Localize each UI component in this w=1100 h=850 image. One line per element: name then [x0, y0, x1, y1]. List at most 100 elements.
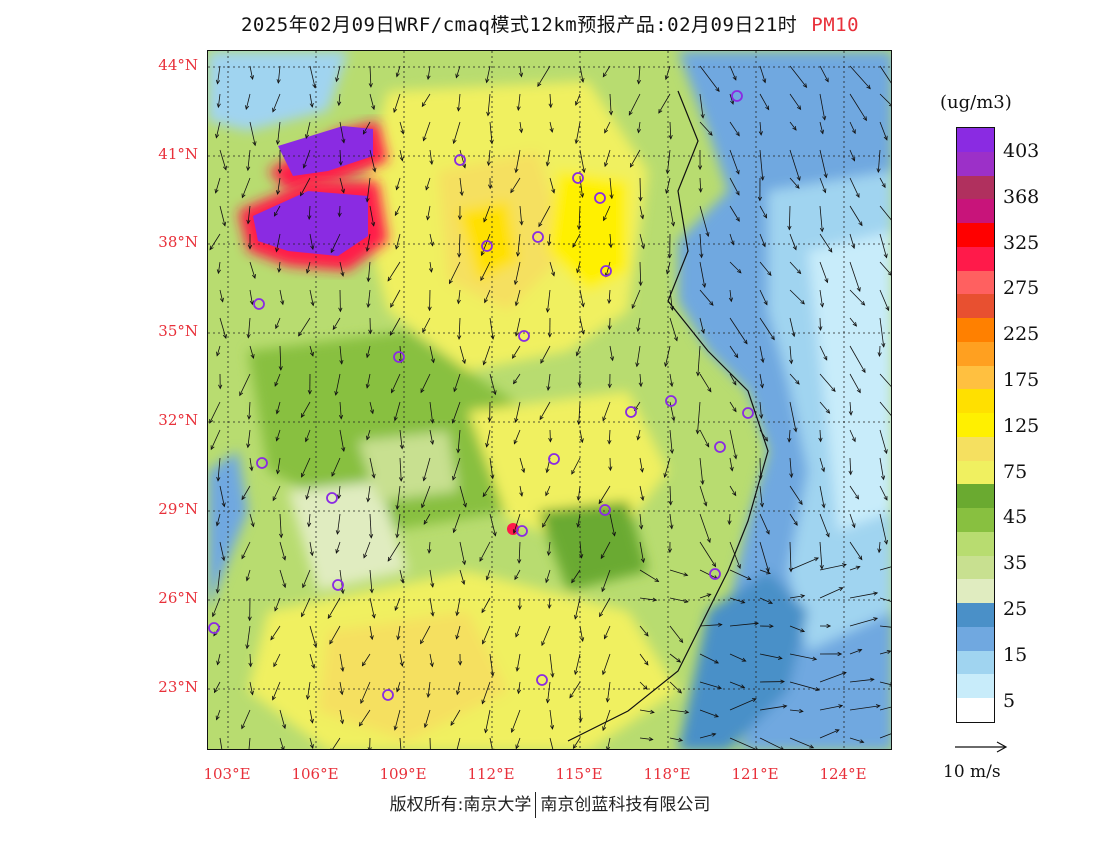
wind-arrow: [759, 705, 787, 711]
wind-arrow-head: [640, 496, 645, 502]
wind-arrow-head: [489, 139, 494, 145]
wind-arrow: [515, 401, 521, 423]
wind-arrow-head: [854, 494, 860, 500]
wind-arrow: [339, 149, 342, 166]
wind-arrow: [298, 317, 311, 337]
wind-arrow: [699, 733, 716, 739]
wind-arrow: [599, 597, 611, 617]
wind-arrow: [729, 261, 742, 274]
wind-arrow-head: [310, 301, 315, 307]
wind-arrow-head: [272, 695, 276, 701]
wind-arrow-head: [393, 108, 398, 114]
wind-arrow: [819, 541, 823, 569]
wind-arrow: [541, 625, 551, 646]
wind-arrow-head: [312, 83, 317, 89]
wind-arrow-head: [740, 599, 746, 604]
wind-arrow-head: [366, 303, 371, 309]
wind-arrow-head: [823, 173, 828, 179]
wind-arrow: [277, 177, 281, 195]
wind-arrow: [396, 65, 401, 77]
wind-arrow: [759, 541, 769, 572]
wind-arrow: [452, 401, 461, 424]
wind-arrow: [789, 595, 805, 599]
wind-arrow: [309, 233, 314, 250]
wind-arrow-head: [767, 271, 772, 276]
wind-arrow-head: [209, 245, 214, 251]
wind-arrow: [457, 429, 461, 453]
color-scale-label: 25: [1003, 598, 1028, 620]
wind-arrow: [604, 625, 611, 639]
wind-arrow-head: [365, 353, 370, 359]
wind-arrow-head: [667, 548, 673, 554]
wind-arrow: [789, 737, 814, 749]
wind-arrow-head: [246, 333, 251, 339]
wind-arrow: [639, 653, 649, 666]
wind-arrow: [339, 429, 345, 452]
wind-arrow: [515, 737, 521, 749]
wind-arrow-head: [249, 300, 254, 306]
wind-arrow: [665, 177, 671, 194]
wind-arrow-head: [876, 168, 881, 174]
wind-arrow: [637, 429, 641, 440]
wind-arrow: [579, 289, 584, 307]
wind-arrow: [394, 401, 401, 421]
wind-arrow-head: [549, 725, 555, 730]
wind-arrow: [279, 289, 284, 305]
wind-arrow: [545, 485, 551, 496]
wind-arrow-head: [422, 476, 427, 482]
wind-arrow-head: [241, 193, 246, 199]
wind-arrow: [309, 653, 315, 669]
wind-arrow-head: [886, 649, 891, 655]
wind-arrow-head: [482, 360, 487, 366]
wind-arrow: [579, 149, 585, 173]
wind-arrow: [759, 737, 784, 749]
wind-arrow-head: [792, 245, 797, 251]
wind-arrow-head: [368, 329, 373, 335]
wind-arrow-head: [516, 106, 521, 111]
wind-arrow-head: [608, 243, 613, 249]
wind-arrow-head: [644, 631, 649, 637]
wind-arrow-head: [795, 184, 800, 189]
wind-arrow: [699, 513, 711, 543]
longitude-label: 112°E: [467, 765, 515, 783]
wind-arrow-head: [576, 268, 581, 274]
station-marker: [516, 525, 528, 537]
wind-arrow-head: [759, 414, 764, 419]
wind-arrow: [849, 705, 880, 711]
wind-arrow-head: [335, 549, 340, 554]
wind-arrow-head: [307, 215, 312, 221]
wind-arrow: [241, 541, 251, 559]
wind-arrow-head: [571, 578, 576, 584]
wind-arrow: [669, 373, 673, 387]
wind-arrow-head: [458, 661, 463, 666]
wind-arrow-head: [635, 362, 640, 368]
wind-arrow-head: [838, 704, 844, 709]
wind-arrow-head: [216, 476, 221, 482]
wind-arrow-head: [758, 475, 763, 481]
wind-arrow-head: [456, 106, 461, 112]
wind-arrow: [515, 289, 521, 306]
wind-arrow-head: [250, 522, 255, 528]
wind-arrow: [759, 317, 775, 340]
wind-arrow-head: [700, 480, 705, 485]
wind-arrow-head: [815, 687, 821, 692]
wind-arrow-head: [246, 166, 251, 172]
wind-arrow-head: [607, 299, 612, 305]
wind-arrow-head: [545, 698, 550, 704]
wind-arrow-head: [707, 387, 712, 393]
wind-arrow-head: [241, 724, 246, 730]
wind-arrow: [210, 429, 221, 450]
wind-arrow: [458, 289, 461, 304]
wind-arrow-head: [733, 454, 738, 460]
wind-arrow: [459, 345, 466, 364]
wind-arrow-head: [481, 699, 486, 705]
wind-arrow-head: [546, 551, 551, 557]
wind-arrow: [518, 681, 521, 694]
wind-arrow-head: [514, 331, 519, 337]
wind-arrow-head: [246, 219, 251, 225]
color-scale-segment: [957, 365, 994, 390]
wind-arrow-head: [426, 693, 431, 698]
wind-arrow-head: [215, 521, 220, 527]
wind-arrow: [819, 205, 823, 232]
wind-arrow: [330, 233, 341, 253]
